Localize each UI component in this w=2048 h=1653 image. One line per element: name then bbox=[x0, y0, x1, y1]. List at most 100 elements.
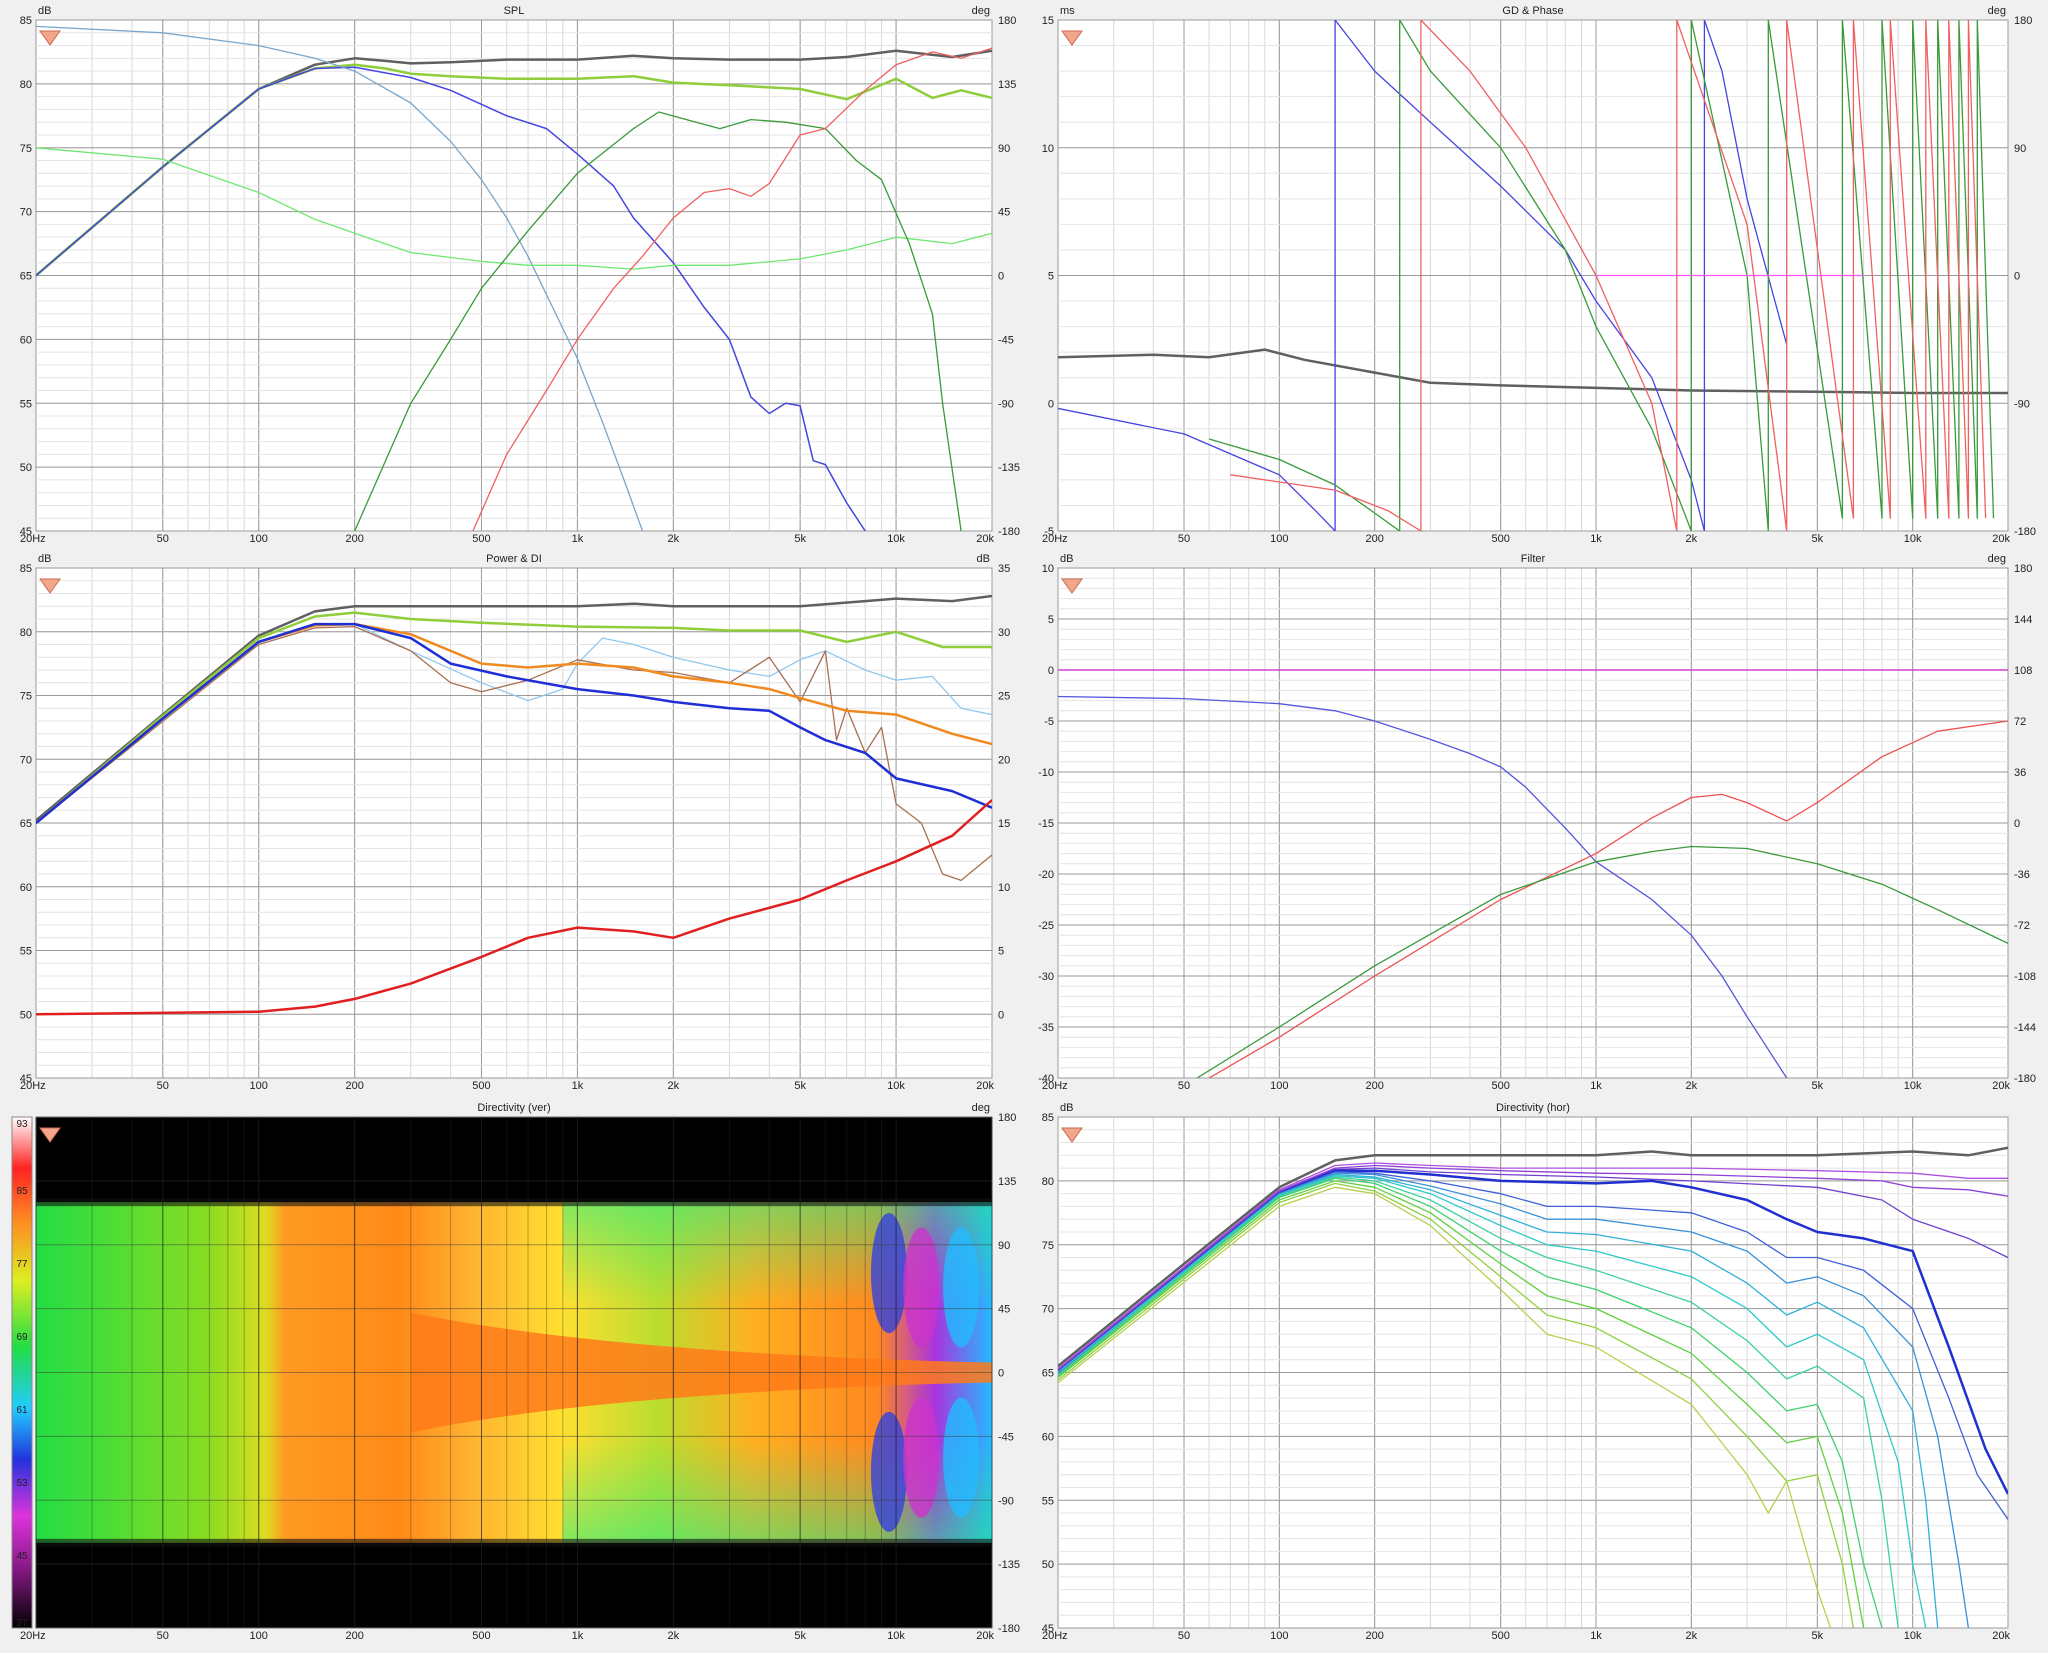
dir_ver-x-tick: 20k bbox=[976, 1630, 994, 1642]
filter-series bbox=[1058, 669, 2008, 1078]
dir_ver-y2-tick: 0 bbox=[998, 1368, 1004, 1380]
dir_hor-y-tick: 85 bbox=[1042, 1112, 1054, 1124]
power-y-unit: dB bbox=[38, 553, 51, 565]
filter-series-1 bbox=[1058, 695, 1788, 1078]
colorbar-tick: 53 bbox=[16, 1478, 28, 1489]
dir_hor-series-9 bbox=[1058, 1176, 1899, 1628]
power-y2-tick: 35 bbox=[998, 563, 1010, 575]
dir_hor-y-tick: 65 bbox=[1042, 1368, 1054, 1380]
gd-y2-tick: 90 bbox=[2014, 143, 2026, 155]
power-y-tick: 55 bbox=[20, 946, 32, 958]
dir_hor-y-tick: 80 bbox=[1042, 1176, 1054, 1188]
power-series-3 bbox=[36, 625, 992, 882]
spl-y-tick: 75 bbox=[20, 143, 32, 155]
dir_ver-y2-tick: -90 bbox=[998, 1495, 1014, 1507]
gd-x-tick: 1k bbox=[1590, 533, 1602, 545]
spl-y2-tick: -180 bbox=[998, 526, 1020, 538]
dir_ver-x-tick: 5k bbox=[794, 1630, 806, 1642]
filter-y-tick: 0 bbox=[1048, 665, 1054, 677]
power-y-tick: 60 bbox=[20, 882, 32, 894]
power-x-tick: 500 bbox=[472, 1080, 490, 1092]
dir_ver-x-tick: 20Hz bbox=[20, 1630, 46, 1642]
spl-x-tick: 20Hz bbox=[20, 533, 46, 545]
power-x-tick: 10k bbox=[887, 1080, 905, 1092]
logo-icon bbox=[1061, 1127, 1083, 1143]
power-series-5 bbox=[36, 622, 992, 824]
dir_hor-y-tick: 50 bbox=[1042, 1559, 1054, 1571]
dir_hor-x-tick: 10k bbox=[1904, 1630, 1922, 1642]
filter-y2-tick: 144 bbox=[2014, 614, 2032, 626]
dir_ver-y2-tick: 180 bbox=[998, 1112, 1016, 1124]
dir_hor-series-2 bbox=[1058, 1164, 2008, 1371]
gd-y-tick: 5 bbox=[1048, 271, 1054, 283]
spl-x-tick: 5k bbox=[794, 533, 806, 545]
gd-title: GD & Phase bbox=[1502, 5, 1563, 17]
power-x-tick: 1k bbox=[572, 1080, 584, 1092]
gd-x-tick: 10k bbox=[1904, 533, 1922, 545]
filter-y2-tick: 36 bbox=[2014, 767, 2026, 779]
logo-icon bbox=[39, 578, 61, 594]
spl-y2-tick: 135 bbox=[998, 79, 1016, 91]
power-x-tick: 100 bbox=[250, 1080, 268, 1092]
power-x-tick: 5k bbox=[794, 1080, 806, 1092]
filter-y2-tick: -108 bbox=[2014, 971, 2036, 983]
power-y-tick: 85 bbox=[20, 563, 32, 575]
power-series bbox=[36, 594, 992, 1016]
dir_ver-y2-tick: 90 bbox=[998, 1240, 1010, 1252]
dir_hor-x-tick: 20Hz bbox=[1042, 1630, 1068, 1642]
spl-y2-tick: -135 bbox=[998, 462, 1020, 474]
filter-y2-tick: 72 bbox=[2014, 716, 2026, 728]
dir_hor-y-unit: dB bbox=[1060, 1102, 1073, 1114]
power-y2-tick: 0 bbox=[998, 1009, 1004, 1021]
spl-y-tick: 45 bbox=[20, 526, 32, 538]
dir_hor-x-tick: 200 bbox=[1365, 1630, 1383, 1642]
gd-y-tick: 10 bbox=[1042, 143, 1054, 155]
power-y2-tick: 5 bbox=[998, 946, 1004, 958]
spl-y-tick: 80 bbox=[20, 79, 32, 91]
spl-y-tick: 65 bbox=[20, 271, 32, 283]
spl-series-4 bbox=[36, 147, 992, 270]
power-x-tick: 200 bbox=[345, 1080, 363, 1092]
power-y-tick: 70 bbox=[20, 754, 32, 766]
gd-y2-unit: deg bbox=[1988, 5, 2006, 17]
power-y2-tick: 25 bbox=[998, 691, 1010, 703]
gd-series-3 bbox=[1230, 20, 1987, 531]
colorbar-tick: 85 bbox=[16, 1186, 28, 1197]
logo-icon bbox=[39, 30, 61, 46]
dir_hor-x-tick: 50 bbox=[1178, 1630, 1190, 1642]
dir_hor-series-3 bbox=[1058, 1167, 2008, 1372]
power-y2-tick: 15 bbox=[998, 818, 1010, 830]
dir_hor-series bbox=[1058, 1146, 2008, 1628]
dir_hor-series-10 bbox=[1058, 1177, 1883, 1628]
filter-x-tick: 10k bbox=[1904, 1080, 1922, 1092]
filter-y-tick: 10 bbox=[1042, 563, 1054, 575]
dir_hor-x-tick: 1k bbox=[1590, 1630, 1602, 1642]
filter-y2-tick: -144 bbox=[2014, 1022, 2036, 1034]
power-y-tick: 80 bbox=[20, 627, 32, 639]
filter-y-tick: -5 bbox=[1044, 716, 1054, 728]
spl-y-tick: 55 bbox=[20, 398, 32, 410]
filter-x-tick: 500 bbox=[1492, 1080, 1510, 1092]
gd-x-tick: 2k bbox=[1686, 533, 1698, 545]
dir_hor-series-11 bbox=[1058, 1180, 1865, 1628]
spl-series-3 bbox=[36, 25, 644, 531]
spl-y-tick: 85 bbox=[20, 15, 32, 27]
filter-y2-tick: -72 bbox=[2014, 920, 2030, 932]
filter-y-tick: -25 bbox=[1038, 920, 1054, 932]
dir_hor-series-0 bbox=[1058, 1146, 2008, 1368]
power-series-6 bbox=[36, 799, 992, 1016]
filter-x-tick: 2k bbox=[1686, 1080, 1698, 1092]
logo-icon bbox=[39, 1127, 61, 1143]
filter-y2-tick: 180 bbox=[2014, 563, 2032, 575]
power-series-0 bbox=[36, 594, 992, 822]
dir_hor-x-tick: 500 bbox=[1492, 1630, 1510, 1642]
power-y-tick: 75 bbox=[20, 691, 32, 703]
dir_ver-y2-unit: deg bbox=[972, 1102, 990, 1114]
dir_ver-y2-tick: -45 bbox=[998, 1431, 1014, 1443]
spl-x-tick: 50 bbox=[157, 533, 169, 545]
gd-series-2 bbox=[1208, 20, 1995, 531]
power-series-2 bbox=[36, 623, 992, 824]
dir_ver-y2-tick: 135 bbox=[998, 1176, 1016, 1188]
